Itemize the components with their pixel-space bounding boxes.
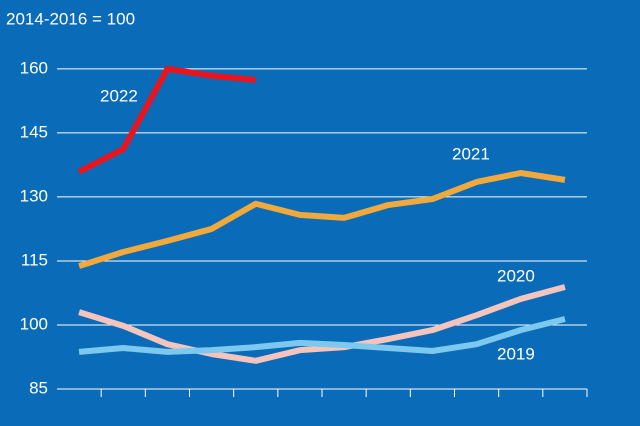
y-tick-label: 145 bbox=[20, 122, 48, 141]
series-label: 2022 bbox=[100, 86, 138, 105]
series-label: 2020 bbox=[497, 266, 535, 285]
y-tick-label: 85 bbox=[29, 378, 48, 397]
series-line bbox=[78, 170, 566, 269]
series-label: 2019 bbox=[497, 344, 535, 363]
series-label: 2021 bbox=[452, 144, 490, 163]
series-line bbox=[78, 316, 566, 355]
y-tick-label: 115 bbox=[21, 250, 48, 269]
y-tick-label: 160 bbox=[20, 58, 48, 77]
y-axis-label: 2014-2016 = 100 bbox=[6, 9, 135, 28]
y-tick-label: 100 bbox=[20, 314, 48, 333]
series-line bbox=[78, 284, 566, 364]
series-line bbox=[77, 65, 257, 175]
y-tick-label: 130 bbox=[20, 186, 48, 205]
